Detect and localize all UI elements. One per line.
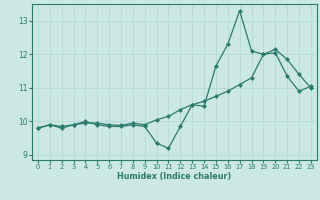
X-axis label: Humidex (Indice chaleur): Humidex (Indice chaleur) xyxy=(117,172,232,181)
